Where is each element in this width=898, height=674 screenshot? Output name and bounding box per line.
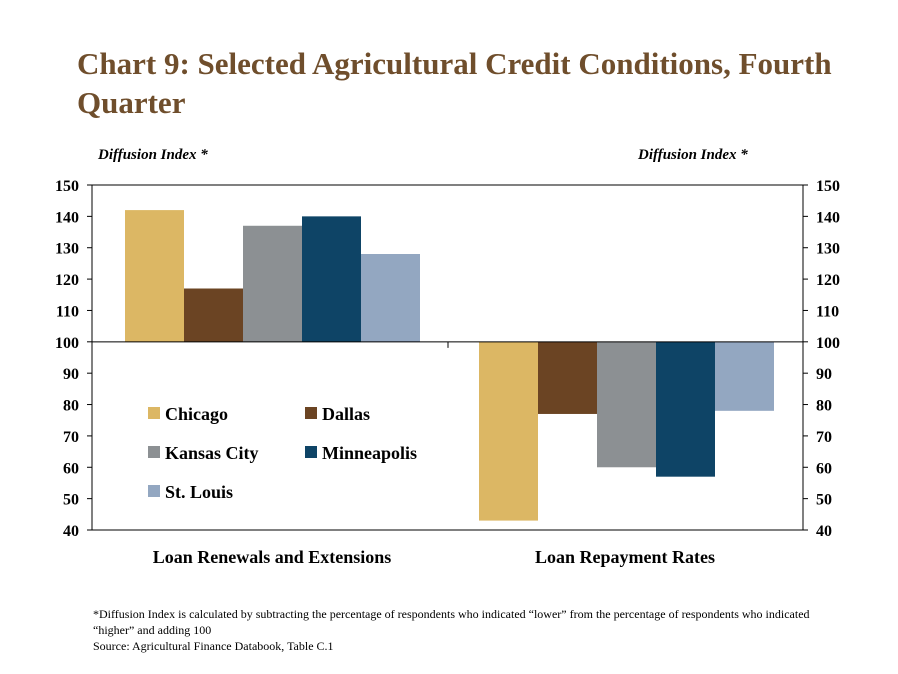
left-tick-label: 80 bbox=[63, 398, 79, 415]
right-tick-label: 50 bbox=[816, 492, 832, 509]
footnote-source: Source: Agricultural Finance Databook, T… bbox=[93, 639, 334, 653]
left-tick-label: 70 bbox=[63, 429, 79, 446]
category-label-loan-renewals-and-extensions: Loan Renewals and Extensions bbox=[153, 547, 392, 567]
category-label-loan-repayment-rates: Loan Repayment Rates bbox=[535, 547, 715, 567]
chart-title: Chart 9: Selected Agricultural Credit Co… bbox=[77, 46, 832, 120]
legend-swatch-chicago bbox=[148, 407, 160, 419]
right-tick-label: 110 bbox=[816, 303, 839, 320]
bar-st-louis-loan-renewals-and-extensions bbox=[361, 254, 420, 342]
right-tick-label: 60 bbox=[816, 460, 832, 477]
left-axis-label: Diffusion Index * bbox=[98, 147, 208, 163]
left-tick-label: 150 bbox=[55, 178, 79, 195]
legend-swatch-minneapolis bbox=[305, 446, 317, 458]
legend-label-minneapolis: Minneapolis bbox=[322, 443, 417, 463]
legend-swatch-dallas bbox=[305, 407, 317, 419]
left-tick-label: 100 bbox=[55, 335, 79, 352]
right-tick-label: 130 bbox=[816, 241, 840, 258]
right-tick-label: 80 bbox=[816, 398, 832, 415]
bar-dallas-loan-repayment-rates bbox=[538, 341, 597, 414]
left-tick-label: 140 bbox=[55, 209, 79, 226]
bar-minneapolis-loan-repayment-rates bbox=[656, 341, 715, 477]
bar-minneapolis-loan-renewals-and-extensions bbox=[302, 216, 361, 342]
right-tick-label: 120 bbox=[816, 272, 840, 289]
bar-kansas-city-loan-renewals-and-extensions bbox=[243, 225, 302, 342]
legend-label-dallas: Dallas bbox=[322, 404, 370, 424]
left-tick-label: 130 bbox=[55, 241, 79, 258]
left-tick-label: 120 bbox=[55, 272, 79, 289]
left-tick-label: 110 bbox=[56, 303, 79, 320]
right-tick-label: 150 bbox=[816, 178, 840, 195]
footnote: *Diffusion Index is calculated by subtra… bbox=[93, 606, 813, 654]
left-tick-label: 90 bbox=[63, 366, 79, 383]
bar-chicago-loan-renewals-and-extensions bbox=[125, 210, 184, 342]
right-tick-label: 90 bbox=[816, 366, 832, 383]
right-axis-label: Diffusion Index * bbox=[638, 147, 748, 163]
plot-border bbox=[91, 184, 804, 531]
bar-kansas-city-loan-repayment-rates bbox=[597, 341, 656, 468]
bar-chicago-loan-repayment-rates bbox=[479, 341, 538, 521]
bar-dallas-loan-renewals-and-extensions bbox=[184, 288, 243, 342]
footnote-definition: *Diffusion Index is calculated by subtra… bbox=[93, 607, 810, 637]
legend-swatch-kansas-city bbox=[148, 446, 160, 458]
legend-label-st-louis: St. Louis bbox=[165, 482, 233, 502]
legend-swatch-st-louis bbox=[148, 485, 160, 497]
bar-st-louis-loan-repayment-rates bbox=[715, 341, 774, 411]
legend-label-chicago: Chicago bbox=[165, 404, 228, 424]
right-tick-label: 40 bbox=[816, 523, 832, 540]
left-tick-label: 60 bbox=[63, 460, 79, 477]
left-tick-label: 50 bbox=[63, 492, 79, 509]
right-tick-label: 140 bbox=[816, 209, 840, 226]
legend-label-kansas-city: Kansas City bbox=[165, 443, 259, 463]
bar-chart: 40 40 50 50 60 60 70 70 80 80 90 90 100 100 110 110 120 1… bbox=[55, 178, 840, 567]
right-tick-label: 70 bbox=[816, 429, 832, 446]
left-tick-label: 40 bbox=[63, 523, 79, 540]
right-tick-label: 100 bbox=[816, 335, 840, 352]
